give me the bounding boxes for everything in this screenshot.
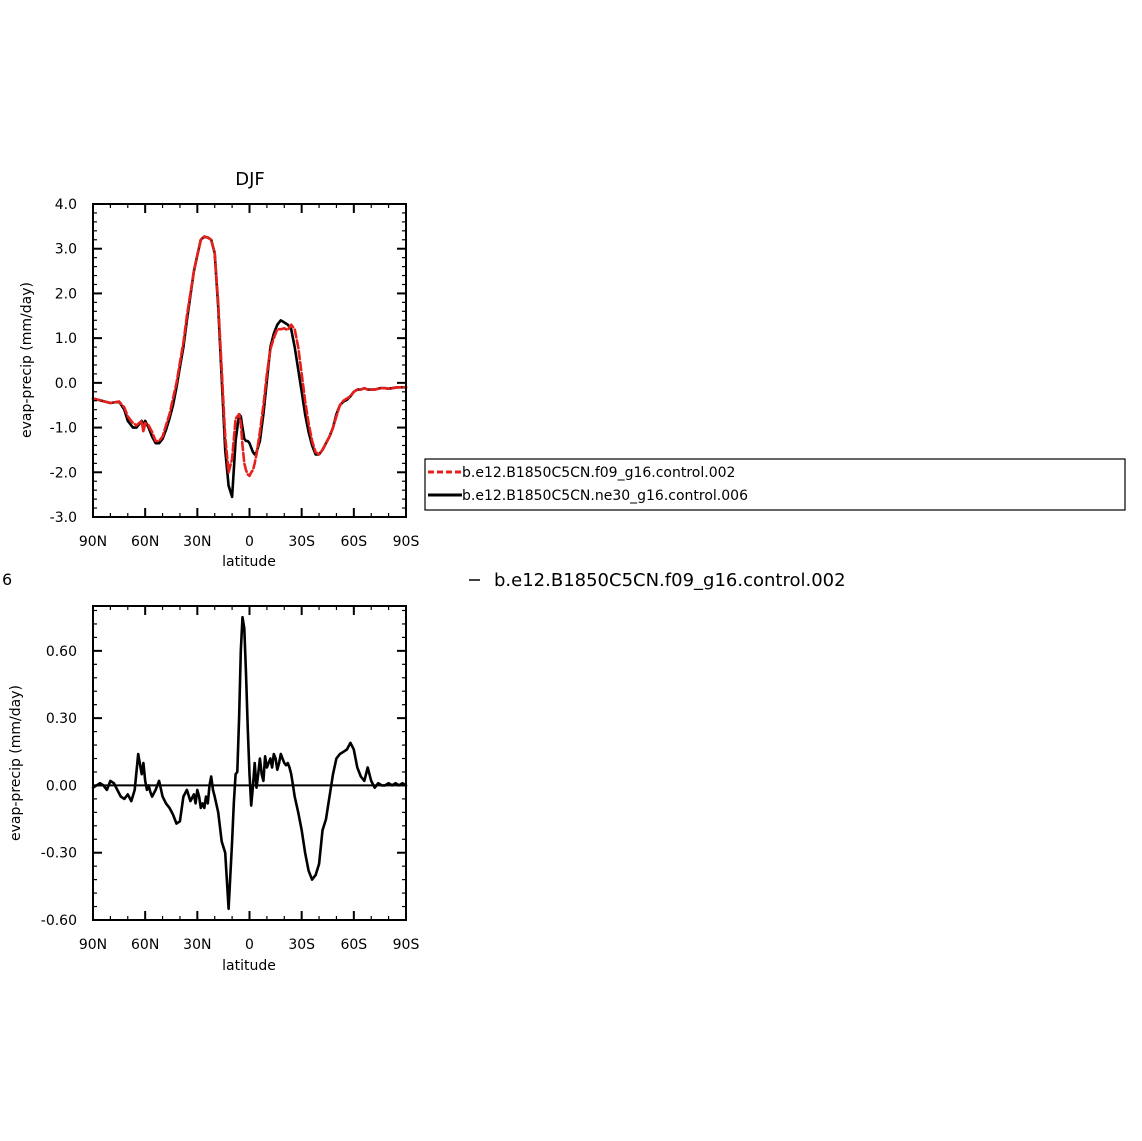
x-tick-label: 60N [131, 937, 159, 953]
legend-box [424, 458, 1126, 511]
y-tick-label: 4.0 [55, 197, 77, 213]
y-tick-label: -0.30 [41, 846, 77, 862]
y-axis-label: evap-precip (mm/day) [19, 282, 35, 438]
top-legend: b.e12.B1850C5CN.f09_g16.control.002 b.e1… [424, 458, 1126, 511]
legend-label: b.e12.B1850C5CN.f09_g16.control.002 [494, 570, 846, 591]
y-tick-label: 0.60 [46, 644, 77, 660]
x-tick-label: 90S [393, 534, 420, 550]
y-tick-label: 2.0 [55, 286, 77, 302]
plot-frame [92, 203, 407, 518]
x-axis-label: latitude [222, 554, 276, 570]
bottom-legend: b.e12.B1850C5CN.f09_g16.control.002 [469, 570, 846, 591]
x-tick-label: 0 [245, 937, 254, 953]
y-tick-label: 3.0 [55, 242, 77, 258]
legend-label-ne30: b.e12.B1850C5CN.ne30_g16.control.006 [462, 488, 748, 504]
series-line-b-e12-b1850c5cn-ne30-g16-control-006 [91, 235, 408, 499]
x-tick-label: 90N [79, 937, 107, 953]
y-tick-label: 0.0 [55, 376, 77, 392]
y-tick-label: -2.0 [50, 465, 77, 481]
x-tick-label: 30S [288, 937, 315, 953]
left-cut-label: 6 [2, 570, 12, 589]
x-tick-label: 90S [393, 937, 420, 953]
x-tick-label: 30N [183, 937, 211, 953]
legend-label-f09: b.e12.B1850C5CN.f09_g16.control.002 [462, 465, 735, 481]
x-tick-label: 60S [340, 937, 367, 953]
x-tick-label: 30S [288, 534, 315, 550]
series-line-b-e12-b1850c5cn-f09-g16-control-002 [91, 235, 408, 478]
x-axis-label: latitude [222, 958, 276, 974]
x-tick-label: 30N [183, 534, 211, 550]
y-tick-label: 0.30 [46, 711, 77, 727]
y-tick-label: -0.60 [41, 913, 77, 929]
y-axis-label: evap-precip (mm/day) [8, 685, 24, 841]
series-line-difference [91, 615, 408, 911]
x-tick-label: 90N [79, 534, 107, 550]
y-tick-label: 1.0 [55, 331, 77, 347]
x-tick-label: 60S [340, 534, 367, 550]
x-tick-label: 0 [245, 534, 254, 550]
x-tick-label: 60N [131, 534, 159, 550]
bottom-chart: 6 90N 60N 30N 0 30S 60S 90S -0.60 -0.30 0.00 0.30 0… [2, 570, 419, 974]
top-chart: DJF 90N 60N 30N 0 30S 60S 90S -3.0 -2.0 -1.0 0.0 1.… [19, 169, 419, 570]
y-tick-label: 0.00 [46, 778, 77, 794]
y-tick-label: -1.0 [50, 421, 77, 437]
y-tick-label: -3.0 [50, 510, 77, 526]
chart-title: DJF [235, 169, 265, 190]
